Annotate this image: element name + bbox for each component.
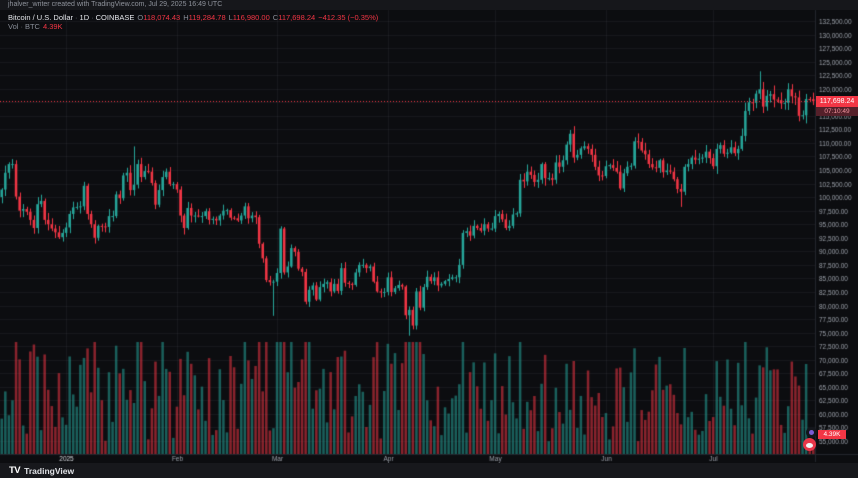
sticker-icon-purple — [806, 427, 817, 438]
tradingview-logo-icon[interactable]: TV — [9, 465, 21, 476]
footer-bar: TV TradingView — [0, 463, 858, 478]
last-volume-label: 4.39K — [818, 430, 846, 439]
last-price-label: 117,698.24 — [816, 96, 858, 107]
watermark-bar: jhalver_writer created with TradingView.… — [0, 0, 858, 10]
legend-symbol-row[interactable]: Bitcoin / U.S. Dollar · 1D · COINBASE O118,07… — [8, 13, 378, 22]
low-value: 116,980.00 — [232, 13, 270, 22]
volume-unit: BTC — [24, 22, 40, 31]
legend-volume-row[interactable]: Vol · BTC 4.39K — [8, 22, 378, 31]
tradingview-brand[interactable]: TradingView — [24, 465, 75, 476]
separator: · — [75, 13, 78, 22]
sticker-dot — [809, 430, 814, 435]
watermark-text: jhalver_writer created with TradingView.… — [8, 1, 223, 8]
volume-label: Vol — [8, 22, 19, 31]
sticker-icon-red — [803, 438, 816, 451]
separator: · — [91, 13, 94, 22]
change-value: −412.35 (−0.35%) — [318, 13, 379, 22]
volume-value: 4.39K — [42, 22, 63, 31]
open-value: 118,074.43 — [143, 13, 181, 22]
separator: · — [20, 22, 23, 31]
high-value: 119,284.78 — [188, 13, 226, 22]
low-label: L — [228, 13, 233, 22]
close-label: C — [272, 13, 279, 22]
close-value: 117,698.24 — [278, 13, 316, 22]
open-label: O — [137, 13, 144, 22]
high-label: H — [183, 13, 189, 22]
bar-countdown-label: 07:10:49 — [816, 107, 858, 116]
symbol-name[interactable]: Bitcoin / U.S. Dollar — [8, 13, 74, 22]
interval-value[interactable]: 1D — [79, 13, 90, 22]
exchange-name[interactable]: COINBASE — [95, 13, 135, 22]
sticker-arc — [806, 443, 813, 448]
chart-legend: Bitcoin / U.S. Dollar · 1D · COINBASE O118,07… — [8, 13, 378, 31]
